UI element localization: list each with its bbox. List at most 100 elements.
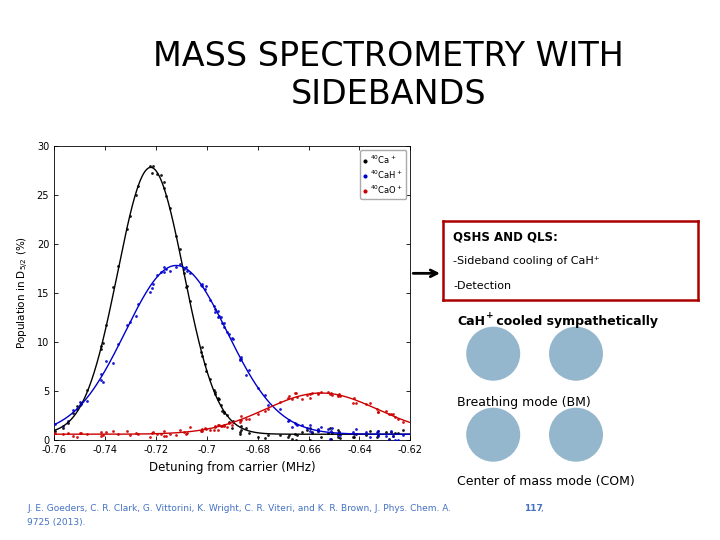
Point xyxy=(218,421,230,429)
Text: ,: , xyxy=(541,504,544,513)
Point xyxy=(322,387,333,396)
Point xyxy=(130,312,142,321)
Point xyxy=(305,394,316,402)
Point xyxy=(301,423,312,432)
Point xyxy=(200,367,212,375)
Point xyxy=(208,426,220,434)
Point xyxy=(147,280,158,288)
Point xyxy=(171,232,182,240)
Point xyxy=(360,428,372,437)
Point xyxy=(174,245,186,253)
Point xyxy=(196,427,207,436)
Point xyxy=(74,398,86,407)
Point xyxy=(199,360,210,369)
Point xyxy=(304,421,315,430)
Point xyxy=(49,429,60,437)
Text: -Detection: -Detection xyxy=(453,281,511,291)
Point xyxy=(96,375,107,384)
Point xyxy=(95,428,107,436)
Point xyxy=(210,390,221,399)
Point xyxy=(125,318,136,326)
Ellipse shape xyxy=(467,408,521,462)
Text: 117: 117 xyxy=(524,504,543,513)
Point xyxy=(200,282,212,291)
Point xyxy=(212,420,224,429)
Point xyxy=(312,390,324,399)
Point xyxy=(306,428,318,437)
Point xyxy=(380,407,392,415)
Point xyxy=(289,419,300,428)
Point xyxy=(212,394,223,402)
Point xyxy=(347,427,359,436)
Point xyxy=(196,343,207,352)
Point xyxy=(301,390,312,399)
Point xyxy=(101,428,112,437)
Point xyxy=(158,183,170,192)
Point xyxy=(221,422,233,431)
Point xyxy=(315,423,327,431)
Point xyxy=(397,431,408,440)
Point xyxy=(130,191,142,200)
Point xyxy=(215,400,227,409)
Point xyxy=(322,425,333,434)
Point xyxy=(332,433,343,441)
Point xyxy=(385,428,397,436)
Point xyxy=(326,390,338,399)
Point xyxy=(347,433,359,441)
Point xyxy=(223,330,235,339)
Point xyxy=(360,430,372,439)
Point xyxy=(333,428,345,436)
Point xyxy=(213,421,225,429)
Point xyxy=(151,170,163,178)
Point xyxy=(196,279,207,288)
Point xyxy=(306,427,318,436)
Point xyxy=(196,351,207,360)
Point xyxy=(351,425,362,434)
Point xyxy=(325,390,336,399)
Point xyxy=(387,431,398,440)
Point xyxy=(262,404,274,413)
Point xyxy=(282,417,294,426)
Point xyxy=(101,321,112,330)
Point xyxy=(164,204,176,213)
Point xyxy=(195,280,207,289)
Point xyxy=(210,307,221,316)
Point xyxy=(372,433,383,442)
Point xyxy=(218,318,230,327)
Point xyxy=(158,178,170,187)
Text: 9725 (2013).: 9725 (2013). xyxy=(27,518,86,526)
Point xyxy=(292,421,303,429)
Point xyxy=(304,389,315,398)
Point xyxy=(107,359,119,367)
Point xyxy=(385,410,397,418)
Point xyxy=(72,405,84,414)
Point xyxy=(297,395,308,404)
Point xyxy=(184,422,196,431)
Point xyxy=(210,423,221,432)
Point xyxy=(107,283,119,292)
Text: Center of mass mode (COM): Center of mass mode (COM) xyxy=(457,475,635,488)
Point xyxy=(144,162,156,171)
Point xyxy=(252,383,264,392)
Point xyxy=(325,423,336,432)
Point xyxy=(387,410,398,418)
Point xyxy=(397,417,408,426)
Point xyxy=(392,429,404,437)
Point xyxy=(332,392,343,401)
Point xyxy=(223,418,235,427)
Point xyxy=(252,433,264,441)
Point xyxy=(210,422,221,430)
Point xyxy=(196,425,207,434)
Point xyxy=(262,431,274,440)
Point xyxy=(112,262,124,271)
Point xyxy=(274,398,286,407)
Point xyxy=(290,436,302,444)
Point xyxy=(132,181,143,190)
Point xyxy=(81,396,93,405)
Point xyxy=(174,260,186,268)
Point xyxy=(235,353,246,362)
Text: +: + xyxy=(486,312,494,320)
Point xyxy=(63,429,74,438)
Point xyxy=(147,168,158,177)
Point xyxy=(227,335,238,343)
